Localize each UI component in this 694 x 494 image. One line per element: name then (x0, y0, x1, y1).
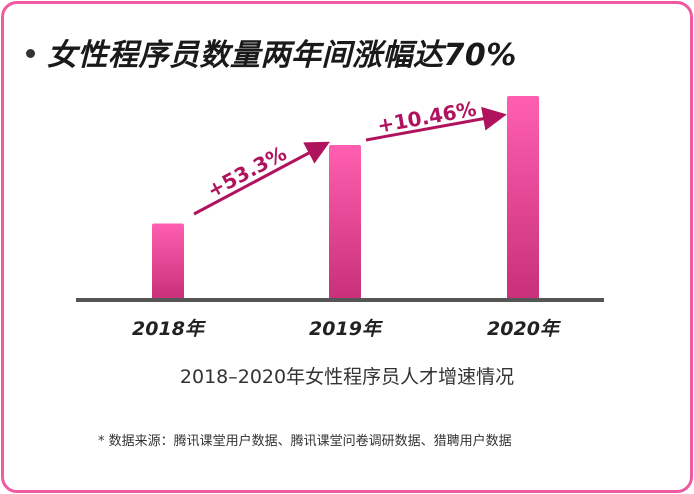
chart-title: 女性程序员数量两年间涨幅达70% (26, 30, 517, 74)
bar-3 (507, 96, 539, 299)
chart-title-text: 女性程序员数量两年间涨幅达70% (47, 38, 517, 73)
growth-arrow (365, 106, 507, 142)
x-tick-label: 2018年 (132, 318, 207, 340)
bullet-icon (26, 49, 35, 58)
x-tick-label: 2019年 (309, 318, 384, 340)
bar-2 (329, 145, 361, 299)
x-tick-label: 2020年 (487, 318, 562, 340)
bar-1 (152, 223, 184, 299)
bar-chart: 2018年 2019年 2020年 +53.3% +10.46% (76, 96, 604, 340)
growth-arrow (193, 141, 330, 216)
chart-caption: 2018–2020年女性程序员人才增速情况 (179, 366, 515, 388)
growth-label: +10.46% (375, 97, 478, 138)
data-source-note: * 数据来源：腾讯课堂用户数据、腾讯课堂问卷调研数据、猎聘用户数据 (98, 434, 512, 449)
growth-label: +53.3% (203, 141, 290, 203)
